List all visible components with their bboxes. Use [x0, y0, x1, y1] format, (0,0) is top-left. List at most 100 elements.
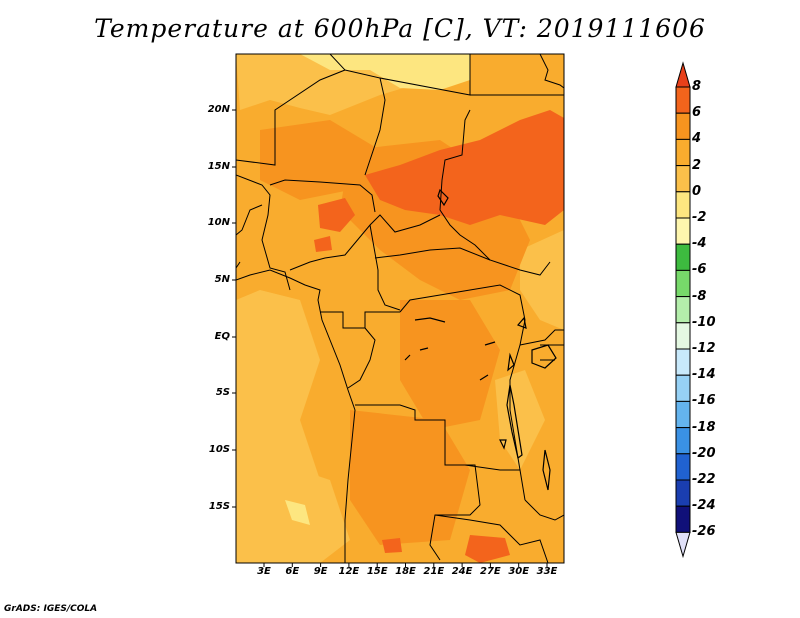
lat-label: 15N: [207, 161, 230, 172]
map-frame: [235, 53, 565, 564]
lake-victoria: [531, 344, 557, 369]
border-line: [519, 329, 564, 346]
field-hot-nigeria: [318, 198, 355, 232]
border-line: [236, 174, 291, 291]
river-congo: [404, 317, 496, 381]
colorbar-label: -20: [692, 445, 716, 461]
lake-malawi: [542, 449, 551, 491]
colorbar-top-arrow: [675, 61, 691, 88]
colorbar-box: [675, 269, 691, 298]
colorbar: [675, 61, 691, 559]
colorbar-label: -16: [692, 393, 716, 409]
map-title: Temperature at 600hPa [C], VT: 201911160…: [94, 14, 706, 43]
lat-label: 10S: [208, 444, 230, 455]
lat-label: 5S: [215, 387, 230, 398]
colorbar-box: [675, 400, 691, 429]
border-line: [269, 179, 376, 213]
latitude-ticks: [232, 109, 236, 508]
colorbar-label: -4: [692, 236, 707, 252]
field-cooler-southwest: [285, 500, 310, 525]
colorbar-label: -10: [692, 314, 716, 330]
colorbar-label: -12: [692, 341, 716, 356]
border-line: [347, 327, 376, 389]
lon-label: 27E: [480, 566, 501, 577]
lake-mweru: [499, 439, 507, 450]
colorbar-label: 6: [692, 105, 702, 121]
border-line: [236, 204, 263, 236]
field-warm-south: [350, 410, 470, 545]
colorbar-box: [675, 374, 691, 402]
colorbar-box: [675, 112, 691, 140]
border-line: [355, 404, 481, 561]
lon-label: 18E: [395, 566, 416, 577]
field-hot-sudan: [365, 110, 564, 225]
lon-label: 24E: [451, 566, 473, 577]
lat-label: 10N: [207, 217, 230, 228]
lon-label: 12E: [338, 566, 360, 577]
lat-label: 20N: [207, 104, 230, 115]
lon-label: 21E: [423, 566, 445, 577]
border-line: [236, 54, 346, 166]
colorbar-label: 0: [692, 183, 702, 199]
colorbar-label: -6: [692, 262, 707, 278]
colorbar-label: -26: [692, 524, 716, 540]
lon-label: 30E: [508, 566, 530, 577]
field-hot-cameroon: [314, 236, 332, 252]
lon-label: 9E: [313, 566, 328, 577]
field-cool-southwest: [280, 470, 350, 563]
colorbar-label: 8: [692, 79, 702, 94]
colorbar-box: [675, 138, 691, 167]
lon-label: 6E: [285, 566, 300, 577]
colorbar-label: -2: [692, 210, 707, 225]
border-line: [434, 514, 549, 563]
colorbar-label: -22: [692, 472, 716, 487]
border-line: [320, 311, 400, 329]
colorbar-box: [675, 86, 691, 114]
lon-label: 3E: [257, 566, 271, 577]
border-line: [344, 69, 386, 176]
colorbar-box: [675, 348, 691, 376]
field-cooler-north: [300, 54, 470, 90]
colorbar-label: 2: [692, 157, 702, 173]
colorbar-box: [675, 479, 691, 507]
field-hot-angola: [382, 538, 402, 553]
border-line: [369, 224, 401, 311]
colorbar-box: [675, 322, 691, 350]
colorbar-box: [675, 217, 691, 245]
border-line: [439, 109, 551, 276]
lake-chad: [437, 188, 449, 207]
colorbar-box: [675, 505, 691, 533]
lakes: [404, 188, 557, 491]
colorbar-box: [675, 191, 691, 219]
border-line: [236, 261, 241, 269]
lake-albert: [516, 316, 527, 329]
border-line: [464, 464, 520, 471]
lon-label: 33E: [536, 566, 558, 577]
field-hot-southeast: [465, 535, 510, 563]
temperature-field: [236, 54, 564, 563]
border-line: [540, 344, 564, 361]
field-cool-lakes: [495, 370, 545, 470]
colorbar-label: -24: [692, 498, 716, 514]
lat-label: 5N: [214, 274, 230, 285]
colorbar-bottom-arrow: [675, 531, 691, 559]
colorbar-label: 4: [692, 131, 702, 147]
border-line: [374, 247, 491, 261]
colorbar-box: [675, 165, 691, 193]
coastline: [539, 54, 564, 89]
longitude-ticks: [263, 563, 548, 567]
grads-credit: GrADS: IGES/COLA: [4, 604, 98, 614]
lat-label: 15S: [208, 501, 230, 512]
lat-label: EQ: [214, 331, 230, 342]
lake-kivu: [507, 352, 515, 372]
colorbar-label: -18: [692, 419, 716, 435]
colorbar-box: [675, 453, 691, 481]
field-cool-east: [520, 230, 564, 330]
lon-label: 15E: [366, 566, 388, 577]
colorbar-box: [675, 296, 691, 324]
field-warm-congo: [400, 300, 500, 430]
border-line: [524, 499, 564, 521]
colorbar-box: [675, 243, 691, 271]
coastline: [236, 269, 356, 563]
